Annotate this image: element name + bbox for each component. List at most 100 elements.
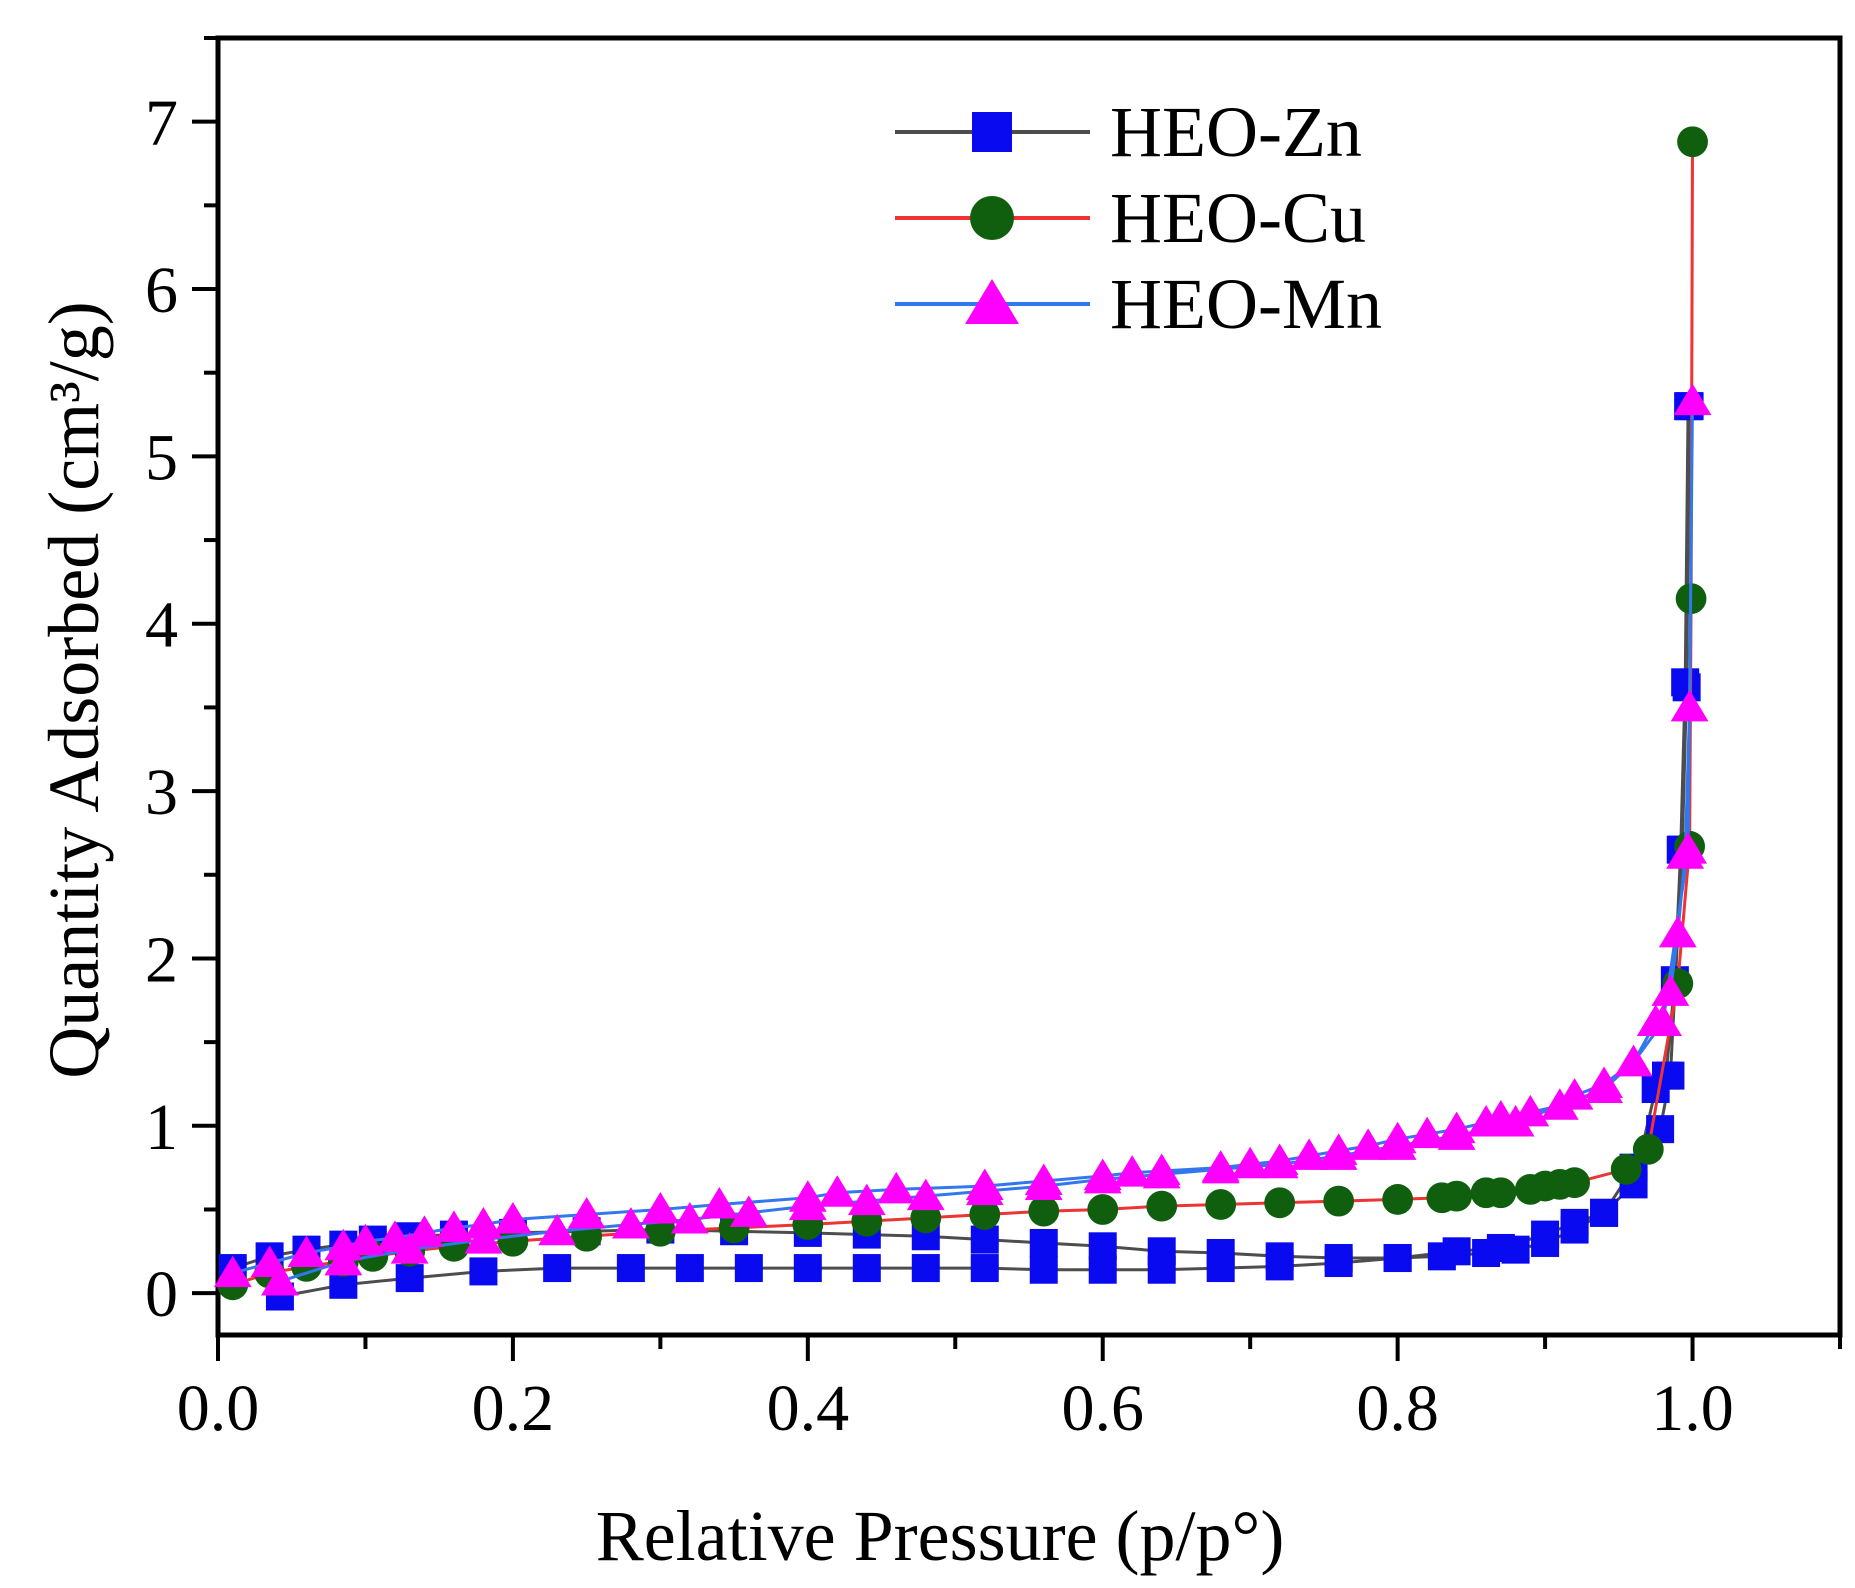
data-point-heo-zn [675, 1254, 704, 1283]
data-point-heo-cu [1087, 1194, 1119, 1225]
legend-item-heo-zn: HEO-Zn [895, 92, 1362, 172]
series-layer [213, 126, 1712, 1311]
series-heo-mn [213, 383, 1712, 1296]
data-point-heo-cu [1677, 126, 1708, 158]
y-axis-ticks: 0 1 2 3 4 5 6 7 [145, 36, 218, 1331]
x-tick-label: 0.0 [177, 1372, 260, 1445]
legend-label: HEO-Mn [1110, 264, 1382, 344]
plot-frame [215, 35, 1843, 1338]
data-point-heo-mn [346, 1223, 385, 1256]
legend-label: HEO-Zn [1110, 92, 1362, 172]
x-tick-label: 0.6 [1061, 1372, 1144, 1445]
data-point-heo-zn [1383, 1244, 1412, 1273]
data-point-heo-mn [1644, 1004, 1682, 1037]
data-point-heo-mn [1670, 689, 1709, 722]
y-tick-label: 6 [145, 254, 178, 327]
data-point-heo-zn [1029, 1228, 1058, 1257]
data-point-heo-zn [543, 1254, 572, 1283]
data-point-heo-cu [1205, 1189, 1237, 1220]
data-point-heo-cu [1028, 1195, 1060, 1227]
data-point-heo-mn [818, 1175, 857, 1207]
y-tick-label: 2 [145, 923, 178, 996]
data-point-heo-mn [1555, 1078, 1594, 1110]
legend-marker-heo-zn [972, 112, 1012, 152]
x-tick-label: 0.4 [767, 1372, 850, 1445]
data-point-heo-cu [910, 1202, 942, 1234]
data-point-heo-cu [1323, 1185, 1355, 1217]
y-tick-label: 0 [145, 1258, 178, 1331]
y-tick-label: 3 [145, 756, 178, 829]
data-point-heo-zn [1088, 1255, 1117, 1284]
y-axis-title: Quantity Adsorbed (cm³/g) [34, 301, 114, 1078]
data-point-heo-zn [1206, 1254, 1235, 1283]
data-point-heo-zn [1029, 1255, 1058, 1284]
data-point-heo-mn [670, 1202, 709, 1234]
x-axis-title: Relative Pressure (p/p°) [596, 1496, 1285, 1576]
data-point-heo-mn [538, 1213, 577, 1246]
data-point-heo-mn [1496, 1104, 1535, 1137]
data-point-heo-mn [1319, 1138, 1358, 1170]
data-point-heo-mn [1142, 1156, 1181, 1189]
data-point-heo-mn [1585, 1071, 1623, 1103]
series-heo-zn [218, 392, 1704, 1311]
x-axis-ticks: 0.0 0.2 0.4 0.6 0.8 1.0 [177, 1335, 1842, 1445]
data-point-heo-mn [1669, 832, 1708, 864]
data-point-heo-mn [1290, 1138, 1329, 1170]
x-tick-label: 0.8 [1356, 1372, 1439, 1445]
data-point-heo-mn [324, 1243, 363, 1276]
data-point-heo-mn [1113, 1155, 1152, 1187]
data-point-heo-mn [1614, 1044, 1653, 1077]
data-point-heo-zn [1486, 1233, 1515, 1262]
data-point-heo-mn [261, 1263, 299, 1296]
data-point-heo-mn [1408, 1116, 1447, 1149]
data-point-heo-zn [734, 1254, 763, 1283]
data-point-heo-cu [1264, 1187, 1296, 1219]
data-point-heo-mn [287, 1235, 326, 1267]
x-tick-label: 1.0 [1651, 1372, 1734, 1445]
data-point-heo-cu [1632, 1133, 1664, 1165]
data-point-heo-cu [1559, 1167, 1590, 1199]
legend-item-heo-cu: HEO-Cu [895, 178, 1366, 258]
data-point-heo-cu [969, 1199, 1001, 1230]
data-point-heo-zn [469, 1257, 498, 1286]
data-point-heo-zn [793, 1254, 822, 1283]
data-point-heo-mn [405, 1215, 444, 1247]
data-point-heo-zn [1560, 1208, 1589, 1237]
data-point-heo-zn [616, 1254, 645, 1283]
data-point-heo-mn [611, 1207, 650, 1239]
data-point-heo-mn [494, 1202, 532, 1234]
data-point-heo-mn [700, 1186, 739, 1219]
data-point-heo-mn [906, 1178, 945, 1211]
data-point-heo-zn [970, 1254, 999, 1283]
data-point-heo-mn [1083, 1161, 1122, 1194]
data-point-heo-mn [1024, 1168, 1063, 1201]
y-tick-label: 1 [145, 1091, 178, 1164]
data-point-heo-mn [1378, 1128, 1417, 1160]
data-point-heo-mn [1349, 1128, 1388, 1160]
data-point-heo-mn [1673, 383, 1712, 416]
y-tick-label: 7 [145, 87, 178, 160]
data-point-heo-zn [1531, 1220, 1560, 1249]
series-line-heo-cu [232, 141, 1694, 1287]
series-line-heo-zn [232, 404, 1692, 1298]
legend-marker-heo-cu [970, 196, 1014, 240]
data-point-heo-mn [1260, 1146, 1299, 1179]
data-point-heo-mn [1231, 1146, 1270, 1179]
data-point-heo-zn [911, 1254, 940, 1283]
data-point-heo-zn [1265, 1252, 1294, 1281]
data-point-heo-zn [1590, 1198, 1619, 1227]
y-tick-label: 5 [145, 421, 178, 494]
data-point-heo-mn [847, 1183, 886, 1216]
x-tick-label: 0.2 [472, 1372, 555, 1445]
data-point-heo-mn [1651, 974, 1690, 1006]
data-point-heo-zn [1442, 1237, 1471, 1266]
data-point-heo-mn [1437, 1118, 1476, 1150]
data-point-heo-zn [1324, 1249, 1353, 1278]
data-point-heo-mn [567, 1197, 606, 1229]
data-point-heo-mn [965, 1173, 1004, 1206]
data-point-heo-mn [729, 1195, 768, 1227]
data-point-heo-mn [390, 1232, 429, 1264]
data-point-heo-mn [788, 1188, 827, 1221]
